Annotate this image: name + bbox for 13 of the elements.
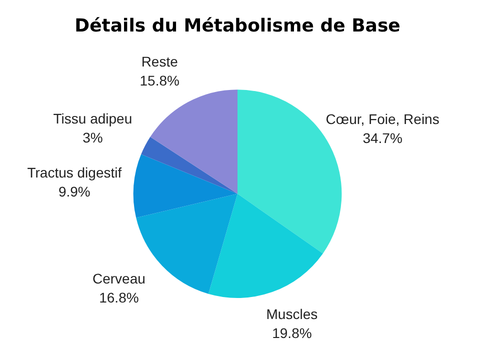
data-label: 16.8% bbox=[99, 290, 139, 306]
data-label: 15.8% bbox=[140, 72, 180, 88]
data-label: 34.7% bbox=[362, 130, 402, 146]
data-label: 3% bbox=[82, 130, 103, 146]
slice-label: Tractus digestif bbox=[27, 164, 122, 180]
data-label: 9.9% bbox=[58, 183, 90, 200]
data-label: 19.8% bbox=[272, 324, 312, 341]
slice-label: Reste bbox=[141, 53, 178, 70]
slice-label: Cœur, Foie, Reins bbox=[326, 111, 440, 128]
slice-label: Cerveau bbox=[92, 270, 146, 287]
slice-label: Tissu adipeu bbox=[53, 110, 132, 127]
chart-title: Détails du Métabolisme de Base bbox=[74, 15, 400, 36]
slice-label: Muscles bbox=[266, 306, 318, 322]
